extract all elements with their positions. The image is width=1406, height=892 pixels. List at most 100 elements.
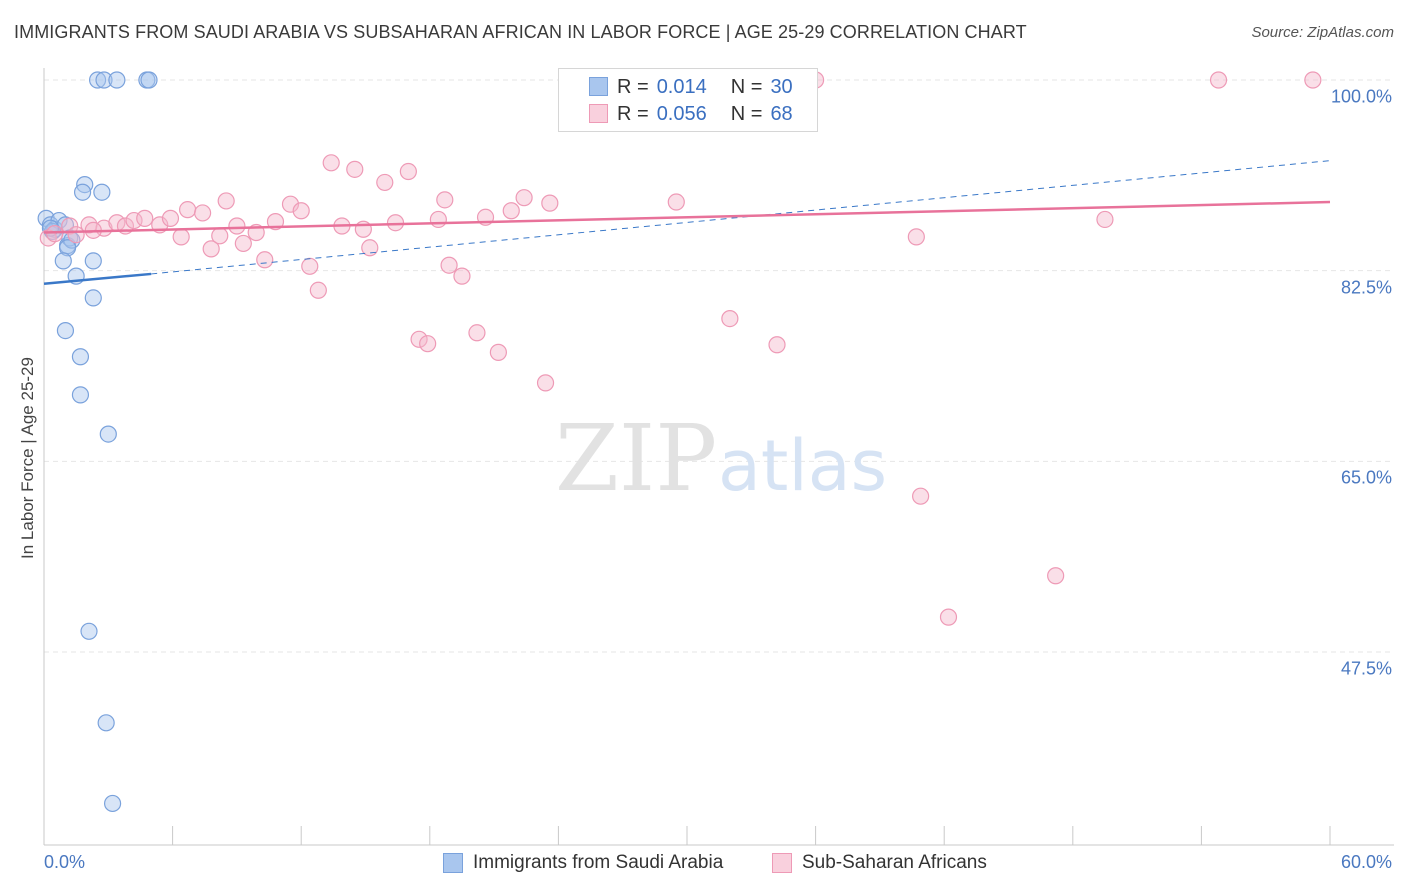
point-subsaharan [399, 162, 417, 181]
point-subsaharan [346, 160, 364, 178]
point-subsaharan [172, 228, 190, 246]
point-subsaharan [136, 209, 154, 227]
point-subsaharan [419, 335, 437, 353]
y-tick-label: 100.0% [1330, 86, 1392, 107]
point-subsaharan [939, 608, 958, 626]
point-subsaharan [453, 267, 471, 285]
point-subsaharan [440, 256, 458, 274]
point-subsaharan [179, 201, 197, 219]
grid-lines [44, 79, 1394, 653]
point-subsaharan [436, 191, 454, 209]
point-subsaharan [161, 209, 180, 227]
point-subsaharan [489, 343, 507, 361]
legend-item-subsaharan[interactable]: Sub-Saharan Africans [772, 852, 987, 874]
point-subsaharan [768, 336, 786, 354]
point-subsaharan [266, 213, 285, 231]
point-saudi [93, 183, 111, 201]
point-saudi [97, 714, 115, 732]
stats-r-label: R = [617, 75, 649, 98]
point-subsaharan [301, 257, 319, 275]
point-saudi [95, 71, 113, 89]
point-subsaharan [292, 202, 310, 220]
point-saudi [84, 252, 102, 270]
point-subsaharan [194, 204, 212, 222]
point-subsaharan [502, 202, 520, 220]
point-saudi [99, 425, 117, 443]
point-subsaharan [1047, 567, 1065, 585]
point-saudi [56, 321, 75, 340]
point-subsaharan [361, 239, 379, 257]
point-subsaharan [256, 251, 274, 269]
x-tick-label-min: 0.0% [44, 852, 86, 872]
watermark-zip: ZIP [555, 405, 717, 512]
point-subsaharan [667, 193, 685, 211]
point-subsaharan [281, 195, 300, 213]
point-subsaharan [309, 281, 327, 299]
stats-row-saudi: R = 0.014 N = 30 [589, 74, 793, 100]
point-subsaharan [1304, 71, 1322, 89]
point-subsaharan [541, 194, 559, 212]
point-subsaharan [410, 330, 428, 348]
point-saudi [54, 252, 72, 270]
trend-lines [43, 160, 1331, 285]
point-saudi [88, 71, 107, 89]
stats-row-subsaharan: R = 0.056 N = 68 [589, 101, 793, 127]
stats-n-label: N = [730, 102, 763, 125]
stats-n-value: 30 [770, 75, 793, 98]
source-credit: Source: ZipAtlas.com [1251, 24, 1394, 41]
point-subsaharan [536, 374, 555, 392]
x-tick-label-max: 60.0% [1340, 852, 1392, 872]
y-tick-label: 82.5% [1340, 277, 1392, 298]
trend-line-saudi [43, 272, 152, 285]
point-subsaharan [202, 240, 220, 258]
point-saudi [80, 622, 98, 640]
point-saudi [73, 183, 92, 201]
point-saudi [71, 386, 90, 404]
legend-swatch-pink [772, 853, 792, 873]
legend-item-saudi[interactable]: Immigrants from Saudi Arabia [443, 852, 723, 874]
y-tick-label: 47.5% [1340, 658, 1392, 679]
point-saudi [71, 348, 90, 366]
point-subsaharan [1209, 71, 1228, 89]
point-subsaharan [907, 228, 925, 246]
correlation-stats-box: R = 0.014 N = 30 R = 0.056 N = 68 [558, 68, 818, 132]
point-subsaharan [217, 192, 235, 210]
legend-label-saudi: Immigrants from Saudi Arabia [473, 852, 724, 873]
point-subsaharan [468, 324, 486, 342]
point-subsaharan [721, 310, 739, 328]
trend-line-saudi [151, 160, 1331, 275]
legend-label-subsaharan: Sub-Saharan Africans [802, 852, 987, 873]
point-subsaharan [234, 234, 252, 253]
chart-title: IMMIGRANTS FROM SAUDI ARABIA VS SUBSAHAR… [14, 22, 1027, 42]
stats-r-label: R = [617, 102, 649, 125]
point-subsaharan [912, 487, 930, 505]
stats-swatch-blue [589, 77, 608, 96]
point-subsaharan [429, 210, 447, 229]
point-subsaharan [386, 214, 405, 232]
point-subsaharan [515, 189, 533, 207]
legend-swatch-blue [443, 853, 463, 873]
stats-r-value: 0.056 [656, 102, 707, 125]
point-saudi [84, 289, 102, 307]
watermark-atlas: atlas [718, 425, 887, 507]
trend-line-subsaharan [43, 200, 1331, 234]
point-subsaharan [322, 154, 340, 172]
stats-n-value: 68 [770, 102, 793, 125]
point-saudi [58, 239, 77, 257]
point-saudi [108, 71, 126, 89]
point-subsaharan [376, 173, 394, 192]
y-axis-label: In Labor Force | Age 25-29 [18, 357, 37, 559]
point-subsaharan [228, 217, 246, 235]
axes [43, 68, 1394, 846]
point-saudi [140, 71, 158, 89]
point-subsaharan [125, 211, 143, 230]
point-subsaharan [1096, 210, 1114, 229]
y-tick-label: 65.0% [1340, 467, 1392, 488]
point-saudi [103, 794, 122, 813]
chart-legend: Immigrants from Saudi Arabia Sub-Saharan… [0, 852, 1406, 878]
stats-r-value: 0.014 [656, 75, 707, 98]
point-subsaharan [211, 227, 229, 245]
stats-swatch-pink [589, 104, 608, 123]
watermark: ZIP atlas [555, 405, 887, 512]
